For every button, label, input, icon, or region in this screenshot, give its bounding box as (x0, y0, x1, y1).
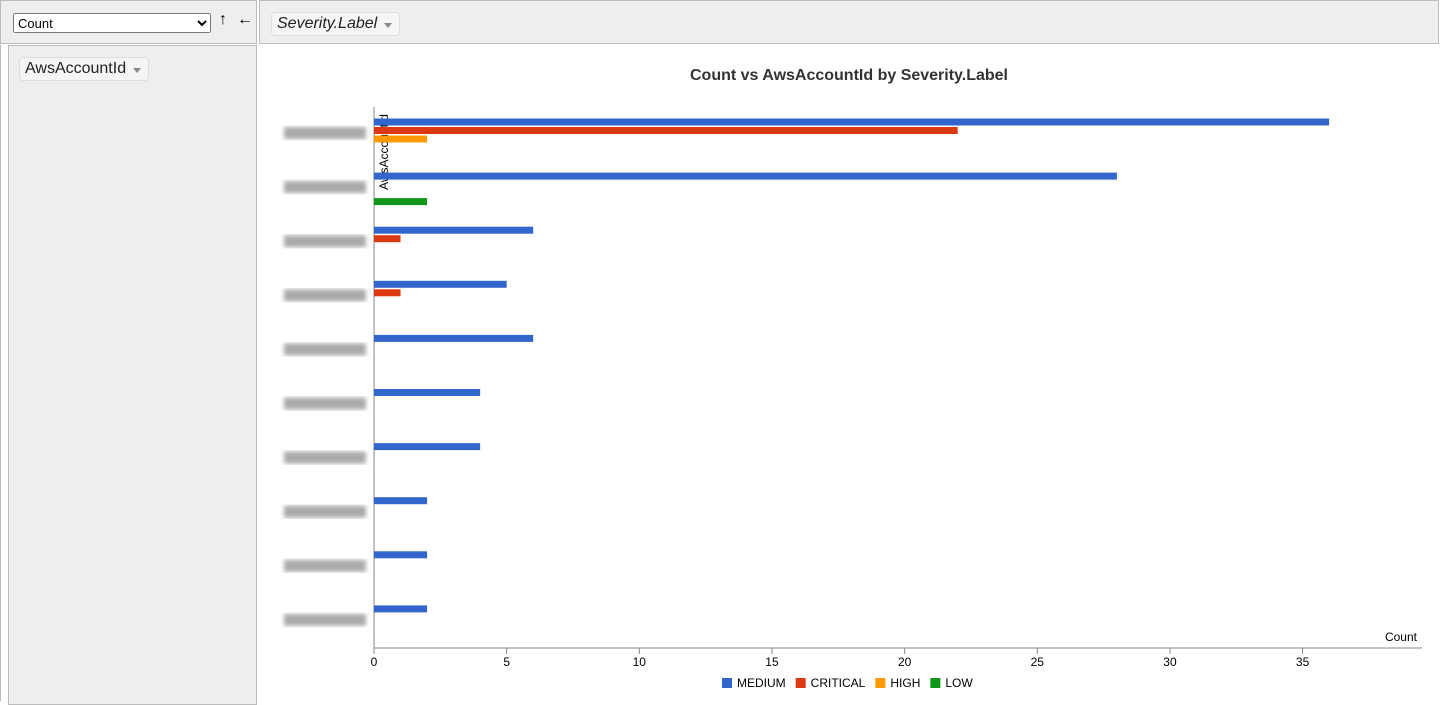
legend-swatch (795, 678, 806, 688)
x-tick-label: 30 (1163, 655, 1177, 669)
x-tick-label: 35 (1296, 655, 1310, 669)
bar (374, 226, 534, 234)
row-field-pill[interactable]: AwsAccountId (19, 57, 150, 81)
bar (374, 334, 534, 342)
legend-swatch (722, 678, 732, 688)
redacted-category-label (284, 127, 366, 139)
redacted-category-label (284, 559, 366, 572)
x-tick-label: 25 (1031, 655, 1045, 669)
x-tick-label: 5 (503, 655, 510, 669)
redacted-category-label (284, 451, 366, 464)
bar (374, 198, 428, 206)
x-axis-label: Count (1385, 630, 1418, 644)
column-field-cell: Severity.Label (259, 0, 1439, 44)
bar (374, 127, 958, 134)
bar (374, 389, 481, 396)
bar (374, 551, 428, 559)
x-tick-label: 20 (898, 655, 912, 669)
column-field-pill[interactable]: Severity.Label (271, 12, 401, 36)
bar (374, 443, 481, 451)
chart-title: Count vs AwsAccountId by Severity.Label (690, 67, 1008, 84)
redacted-category-label (284, 397, 366, 410)
legend-swatch (875, 678, 886, 688)
legend-label: CRITICAL (811, 676, 866, 690)
bar (374, 235, 401, 243)
redacted-category-label (284, 613, 366, 626)
x-tick-label: 0 (371, 655, 378, 669)
bar (374, 118, 1330, 126)
bar (374, 605, 428, 613)
legend-label: MEDIUM (737, 676, 786, 690)
legend-label: LOW (945, 676, 973, 690)
x-tick-label: 10 (633, 655, 647, 669)
redacted-category-label (284, 505, 366, 518)
left-border (0, 45, 1, 701)
bar (374, 280, 507, 288)
redacted-category-label (284, 289, 366, 302)
redacted-category-label (284, 181, 366, 194)
sort-toggle[interactable]: ↑ (219, 11, 227, 28)
redacted-category-label (284, 343, 366, 356)
x-tick-label: 15 (765, 655, 779, 669)
order-toggle[interactable]: ← (237, 11, 253, 28)
bar (374, 172, 1117, 180)
aggregator-select[interactable]: Count (13, 13, 211, 33)
bar (374, 289, 401, 297)
legend-label: HIGH (890, 676, 920, 690)
bar (374, 497, 428, 505)
legend-swatch (930, 678, 941, 688)
aggregator-cell: Count ↑ ← (0, 0, 257, 44)
row-field-cell: AwsAccountId (8, 45, 257, 705)
bar (374, 135, 428, 143)
redacted-category-label (284, 235, 366, 248)
